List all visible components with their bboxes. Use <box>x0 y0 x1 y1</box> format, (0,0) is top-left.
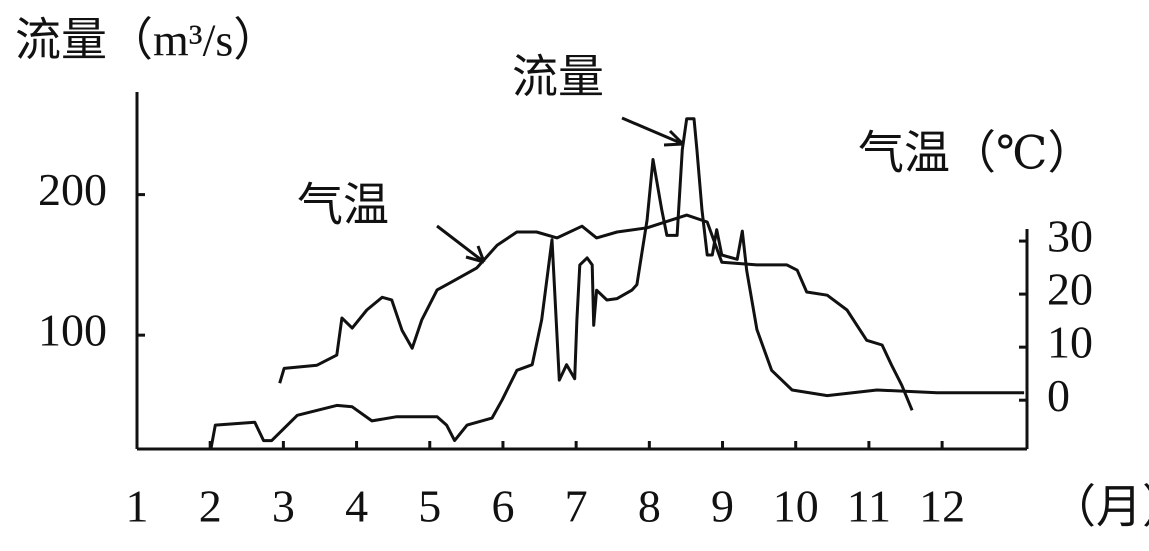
temp-arrow <box>436 224 486 264</box>
series-line <box>278 213 914 411</box>
y-tick-label: 200 <box>38 164 107 215</box>
flow-arrow <box>621 116 685 147</box>
x-tick-label: 1 <box>126 481 149 532</box>
y2-tick-label: 10 <box>1047 317 1093 368</box>
y-axis-label: 流量（m³/s） <box>15 15 279 66</box>
x-tick-label: 9 <box>711 481 734 532</box>
flow-annotation: 流量 <box>512 52 604 103</box>
y2-tick-label: 0 <box>1047 370 1070 421</box>
x-tick-label: 11 <box>847 481 891 532</box>
y2-tick-label: 20 <box>1047 264 1093 315</box>
x-tick-label: 6 <box>491 481 514 532</box>
x-tick-label: 10 <box>773 481 819 532</box>
x-tick-label: 5 <box>418 481 441 532</box>
y2-axis-label: 气温（℃） <box>858 128 1093 179</box>
x-tick-label: 2 <box>199 481 222 532</box>
x-tick-label: 8 <box>638 481 661 532</box>
series-line <box>209 117 1025 450</box>
y-tick-label: 100 <box>38 305 107 356</box>
x-tick-label: 7 <box>565 481 588 532</box>
x-tick-label: 3 <box>272 481 295 532</box>
temp-annotation: 气温 <box>297 180 389 231</box>
x-tick-label: 4 <box>345 481 368 532</box>
x-tick-label: 12 <box>919 481 965 532</box>
x-unit-label: （月） <box>1050 482 1149 533</box>
y2-tick-label: 30 <box>1047 211 1093 262</box>
